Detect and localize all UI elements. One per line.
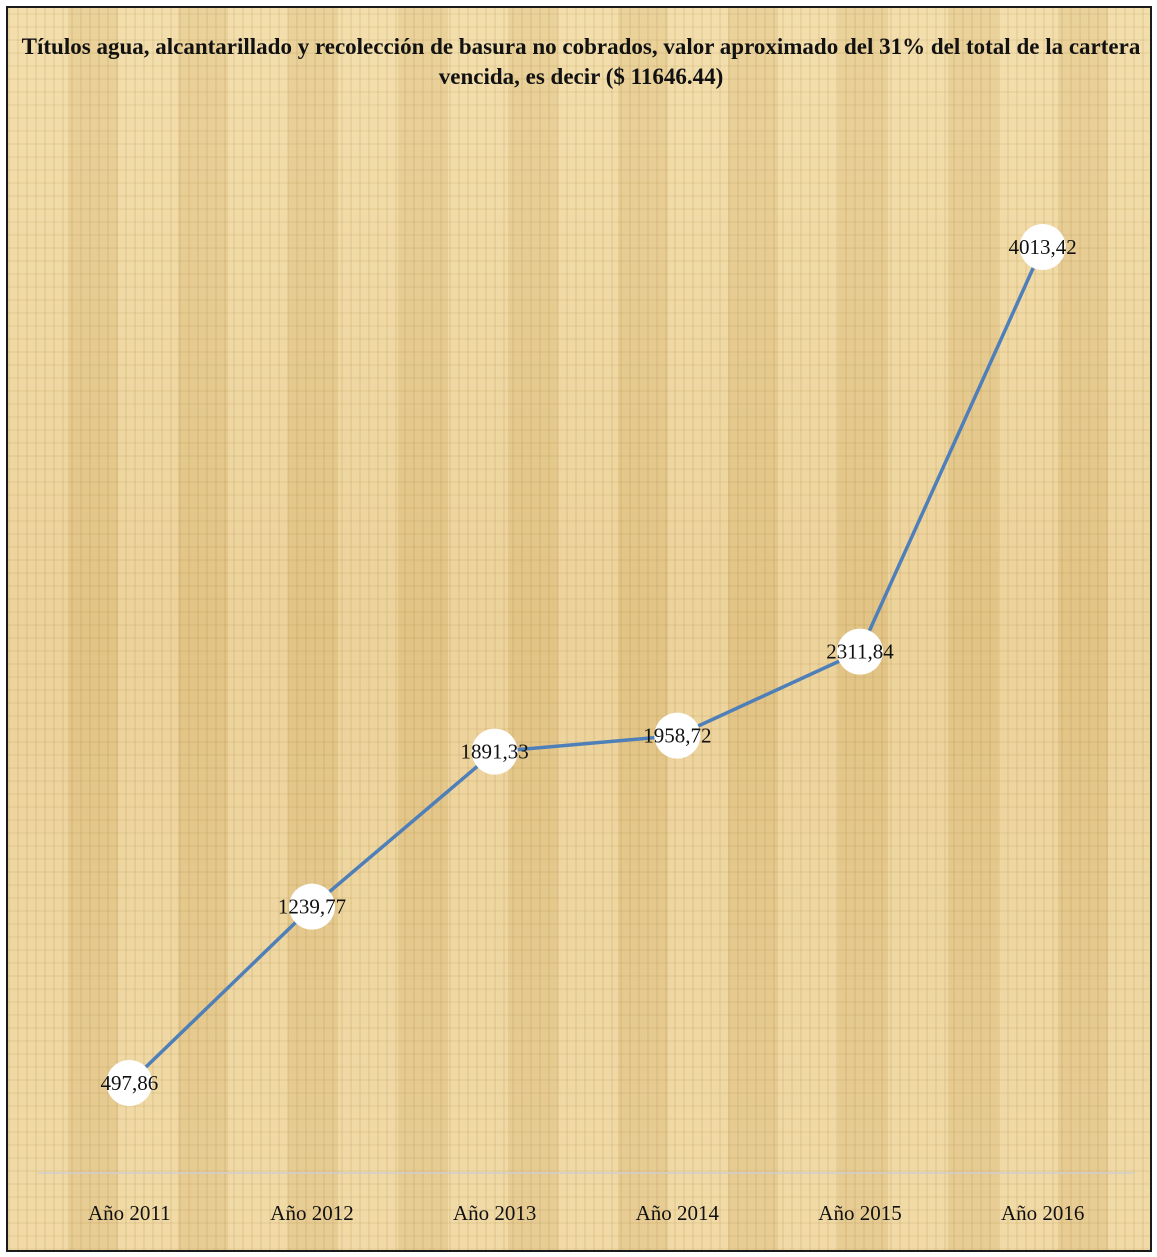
data-label: 1958,72: [643, 724, 711, 748]
x-tick-label: Año 2015: [818, 1201, 901, 1225]
chart-frame: Títulos agua, alcantarillado y recolecci…: [6, 6, 1152, 1252]
data-point: [471, 728, 518, 775]
data-point: [289, 883, 335, 930]
data-label: 497,86: [100, 1071, 158, 1095]
data-label: 1239,77: [278, 895, 346, 919]
data-label: 1891,33: [461, 740, 529, 764]
x-tick-label: Año 2016: [1001, 1201, 1084, 1225]
chart-title: Títulos agua, alcantarillado y recolecci…: [21, 34, 1141, 89]
data-point: [1019, 224, 1066, 270]
x-tick-label: Año 2012: [270, 1201, 353, 1225]
data-label: 2311,84: [826, 640, 894, 664]
x-tick-label: Año 2011: [88, 1201, 171, 1225]
data-point: [837, 628, 883, 675]
data-label: 4013,42: [1009, 235, 1077, 259]
data-point: [654, 712, 701, 759]
x-tick-label: Año 2013: [453, 1201, 536, 1225]
series-line: [128, 246, 1045, 1085]
data-point: [106, 1060, 153, 1106]
line-chart: Año 2011 Año 2012 Año 2013 Año 2014 Año 2015…: [38, 224, 1134, 1225]
x-tick-label: Año 2014: [636, 1201, 720, 1225]
